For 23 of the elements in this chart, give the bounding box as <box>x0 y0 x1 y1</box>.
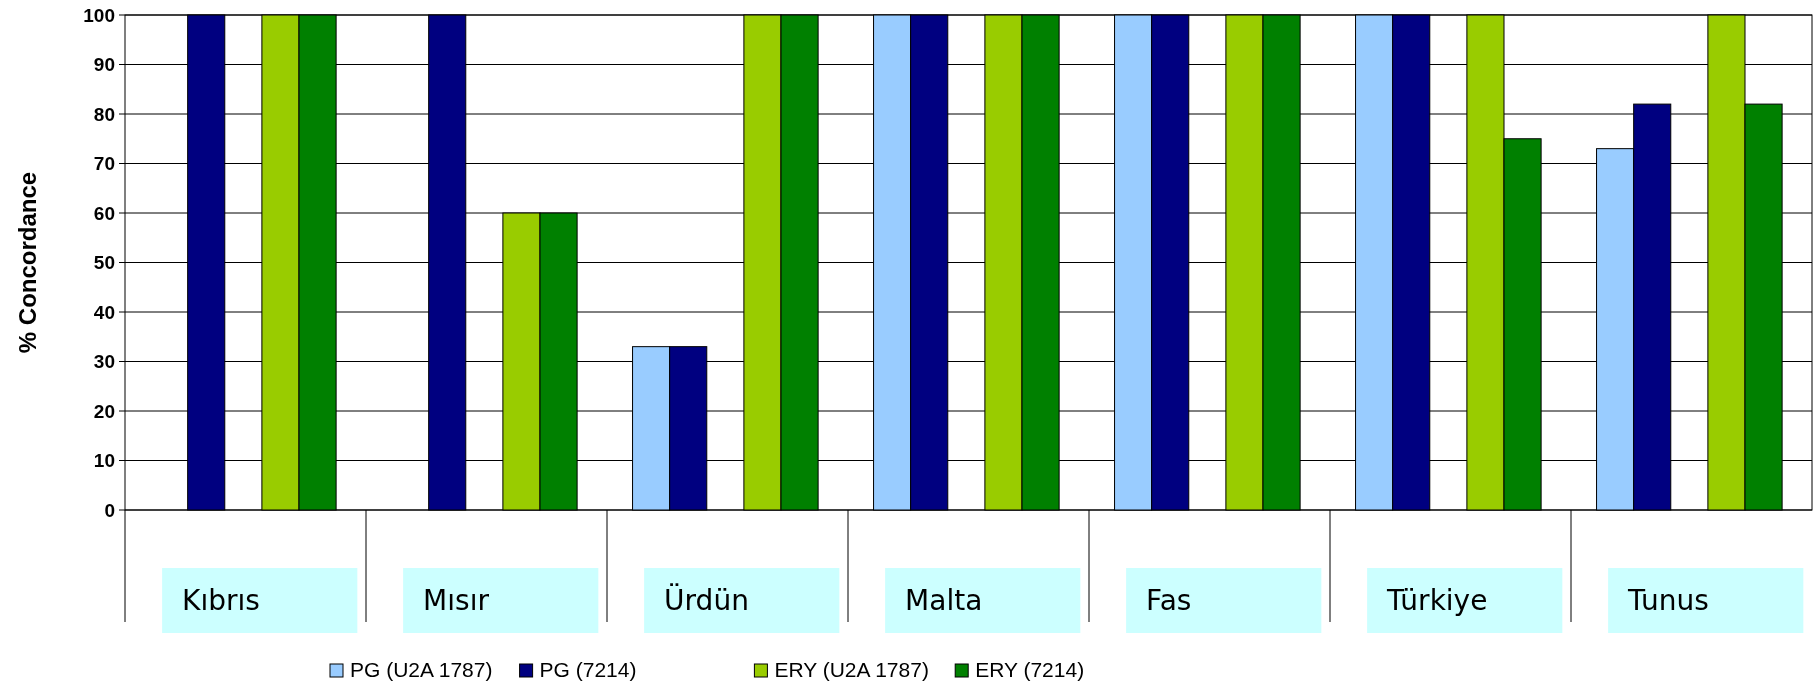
y-tick-label: 80 <box>93 103 115 125</box>
legend-label: PG (U2A 1787) <box>350 658 493 681</box>
x-tick-label: Türkiye <box>1386 584 1488 617</box>
y-tick-label: 20 <box>93 400 115 422</box>
y-tick-label: 10 <box>93 450 115 472</box>
legend-label: ERY (U2A 1787) <box>774 658 929 681</box>
legend-label: PG (7214) <box>539 658 637 681</box>
y-tick-label: 100 <box>83 4 115 26</box>
x-tick-label: Kıbrıs <box>182 584 260 617</box>
y-tick-label: 30 <box>93 351 115 373</box>
y-tick-label: 40 <box>93 301 115 323</box>
x-tick-label: Fas <box>1146 584 1192 617</box>
x-tick-label: Tunus <box>1627 584 1709 617</box>
y-tick-label: 50 <box>93 252 115 274</box>
x-tick-label: Mısır <box>423 584 490 617</box>
y-tick-label: 0 <box>104 499 115 521</box>
legend-label: ERY (7214) <box>975 658 1085 681</box>
x-tick-label: Malta <box>905 584 983 617</box>
y-axis-title: % Concordance <box>14 171 41 354</box>
y-tick-label: 90 <box>93 54 115 76</box>
y-tick-label: 60 <box>93 202 115 224</box>
y-tick-label: 70 <box>93 153 115 175</box>
x-tick-label: Ürdün <box>664 583 749 617</box>
